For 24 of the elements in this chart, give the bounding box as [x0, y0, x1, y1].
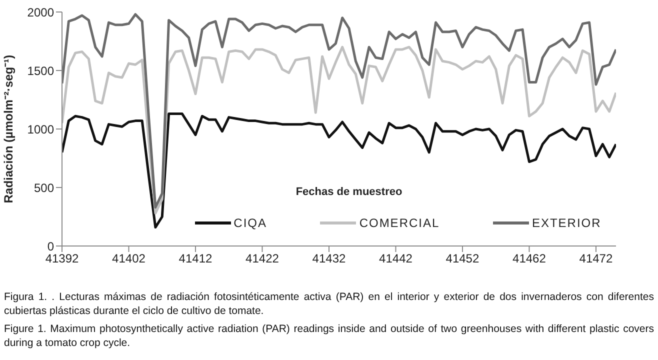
x-tick-label: 41422	[246, 252, 280, 266]
y-tick-label: 500	[34, 180, 54, 195]
x-axis-title: Fechas de muestreo	[294, 186, 404, 198]
x-tick-label: 41402	[112, 252, 146, 266]
x-tick-label: 41462	[512, 252, 546, 266]
line-series	[62, 112, 616, 229]
legend-label: CIQA	[234, 216, 267, 230]
x-tick-label: 41412	[178, 252, 212, 266]
x-tick-label: 41442	[379, 252, 413, 266]
y-tick-label: 0	[47, 239, 54, 254]
x-tick-label: 41452	[446, 252, 480, 266]
x-tick-label: 41432	[312, 252, 346, 266]
legend-label: EXTERIOR	[532, 216, 602, 230]
legend-label: COMERCIAL	[359, 216, 440, 230]
text: Figura 1. . Lecturas máximas de radiación fotosintéticamente activa (PAR) en el interior y exterior de dos invernaderos con diferentes cubiertas plásticas durante el ciclo de cultivo de tomate.	[4, 290, 654, 318]
caption: Figure 1. Maximum photosynthetically active radiation (PAR) readings inside and outside of two greenhouses with different plastic covers during a tomato crop cycle.	[4, 322, 654, 350]
line-series	[62, 46, 616, 214]
x-tick-label: 41472	[579, 252, 613, 266]
line-series	[62, 13, 616, 209]
y-tick-label: 2000	[27, 5, 54, 20]
x-tick-label: 41392	[45, 252, 80, 266]
y-axis-title: Radiación (µmolm⁻²·seg⁻¹)	[1, 54, 16, 204]
y-tick-label: 1500	[27, 64, 54, 78]
y-tick-label: 1000	[27, 122, 54, 136]
